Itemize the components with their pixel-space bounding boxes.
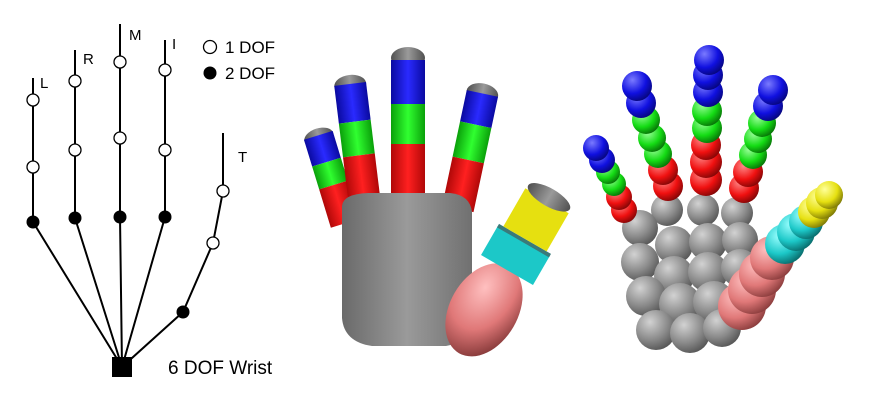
finger-label-index: I (172, 36, 176, 53)
legend-two-dof-label: 2 DOF (225, 64, 275, 83)
sphere-hand-model (583, 45, 843, 353)
joint-thumb-mcp (206, 236, 220, 250)
kinematic-skeleton: L R M I T 1 DOF 2 DOF 6 DOF Wrist (26, 24, 275, 379)
capsule-ring-finger (334, 74, 380, 198)
legend-one-dof-label: 1 DOF (225, 38, 275, 57)
joint-middle-dip (113, 55, 127, 69)
wrist-joint (112, 357, 132, 377)
joint-little-pip (26, 160, 40, 174)
sphere-palm (621, 194, 759, 353)
joint-little-dip (26, 93, 40, 107)
legend: 1 DOF 2 DOF (202, 38, 275, 83)
joint-middle-pip (113, 131, 127, 145)
skeleton-lines (32, 24, 224, 368)
joints-two-dof (26, 210, 190, 319)
joint-ring-mcp (68, 211, 82, 225)
joint-ring-dip (68, 74, 82, 88)
joint-index-pip (158, 143, 172, 157)
joints-one-dof (26, 55, 230, 250)
joint-middle-mcp (113, 210, 127, 224)
joint-thumb-cmc (176, 305, 190, 319)
sphere-little-finger (583, 135, 637, 223)
capsule-hand-model (303, 47, 571, 357)
sphere-thumb (718, 181, 843, 330)
sphere-index-finger (729, 75, 788, 203)
capsule-palm (342, 193, 472, 346)
sphere-middle-finger (690, 45, 724, 196)
capsule-middle-finger (391, 47, 425, 196)
finger-label-little: L (40, 75, 48, 92)
capsule-index-finger (442, 83, 499, 213)
legend-two-dof-marker (203, 66, 217, 80)
finger-label-ring: R (83, 51, 94, 68)
finger-label-middle: M (129, 27, 142, 44)
joint-index-mcp (158, 210, 172, 224)
joint-ring-pip (68, 143, 82, 157)
wrist-label: 6 DOF Wrist (168, 358, 273, 379)
legend-one-dof-marker (202, 39, 218, 55)
joint-little-mcp (26, 215, 40, 229)
joint-index-dip (158, 63, 172, 77)
capsule-thumb (445, 183, 571, 357)
sphere-ring-finger (622, 71, 683, 201)
finger-label-thumb: T (238, 149, 247, 166)
joint-thumb-ip (216, 184, 230, 198)
